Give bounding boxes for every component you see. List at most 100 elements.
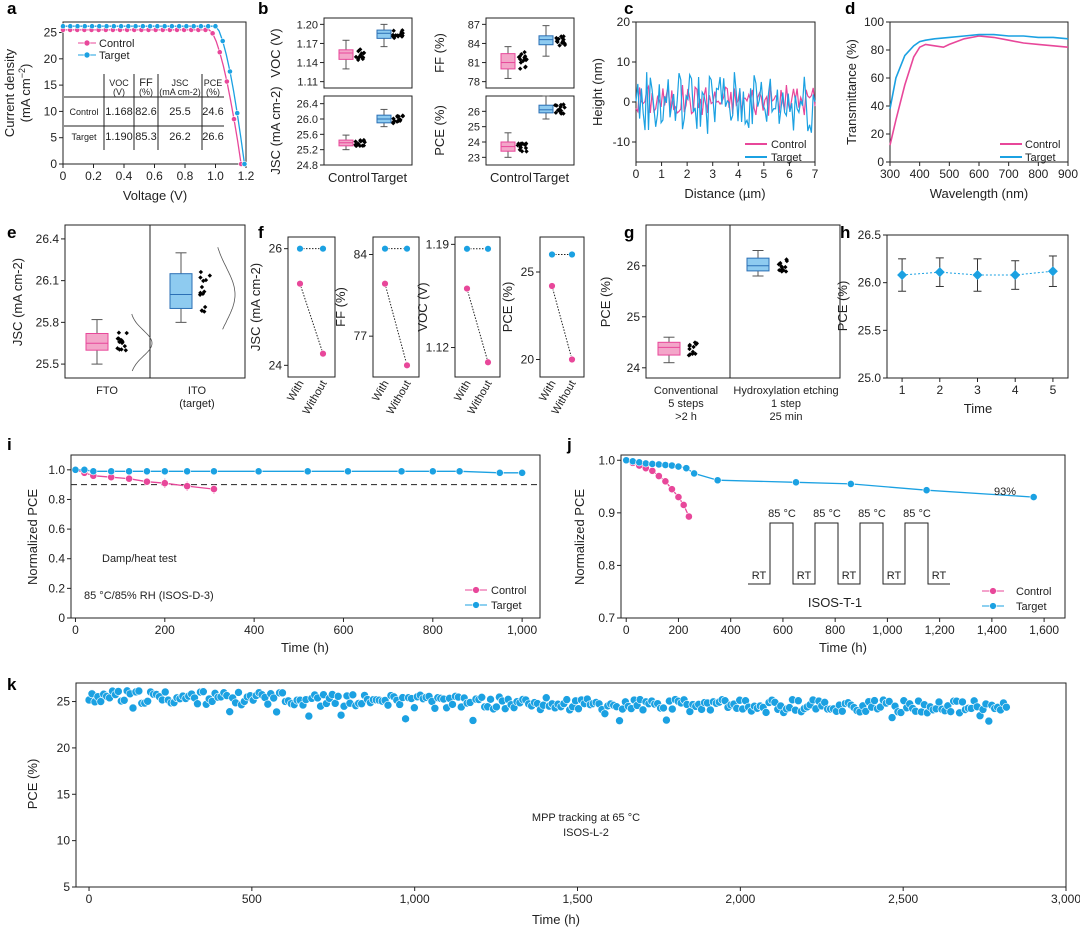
panel-k-point [348,690,358,700]
panel-b-3-ytick-label: 24.8 [297,160,318,172]
panel-e-ytick-label: 26.1 [36,274,60,288]
panel-g-xcat-detail: >2 h [675,411,697,423]
panel-g-etching-point [783,269,789,274]
panel-g-xcat: Hydroxylation etching [733,385,838,397]
panel-i-target-point [107,467,116,476]
panel-e-ito-point [203,277,209,283]
panel-i-xtick-label: 400 [244,623,264,637]
panel-a-target-marker [125,23,132,30]
panel-c-legend-target: Target [771,152,802,164]
panel-b-4-target-point [555,108,561,113]
panel-c-xtick-label: 0 [633,167,640,181]
panel-h-xtick-label: 4 [1012,383,1019,397]
panel-a-target-marker [183,23,190,30]
panel-f-1-ytick-label: 26 [269,242,283,256]
panel-k-point [114,687,123,696]
panel-a-xtick-label: 0 [60,169,67,183]
panel-j-control-point [668,485,676,494]
panel-a-ytick-label: 5 [50,131,57,145]
panel-a-table-header: JSC [171,78,189,88]
panel-f-3-frame [454,236,501,378]
panel-j-target-point [792,478,800,487]
panel-c-label: c [624,0,633,18]
panel-i-ytick-label: 0.2 [48,581,65,595]
panel-f-1-target-point [296,244,304,253]
panel-j-target-point [668,461,676,470]
panel-b-3-ytick-label: 25.6 [297,129,318,141]
panel-h-xlabel: Time [964,401,992,416]
panel-i-control-point [143,477,151,486]
panel-j-target-point [635,458,644,467]
panel-b-4-ytick-label: 24 [468,137,480,149]
panel-b-1-control-point [355,57,361,63]
panel-k-ytick-label: 25 [57,695,71,709]
panel-b-1-control-box [338,49,354,60]
panel-j-xtick-label: 400 [721,623,741,637]
panel-b-2-control-point [522,55,527,60]
panel-j-target-point [661,461,670,469]
panel-f-2-control-point [381,279,389,288]
panel-j-xtick-label: 1,000 [872,623,902,637]
panel-k-point [448,700,457,709]
panel-c-xtick-label: 4 [735,167,742,181]
panel-b-1-ytick-label: 1.11 [297,77,318,89]
panel-h-ytick-label: 26.5 [858,228,882,242]
panel-a-target-marker [147,23,154,30]
panel-k-point [638,705,648,715]
panel-d-ylabel: Transmittance (%) [844,39,859,145]
panel-b-2-target-point [560,35,565,41]
panel-c-target-line [635,72,816,134]
panel-a-target-marker [60,23,66,30]
panel-a-table-cell: 26.6 [202,131,223,143]
panel-k-point [562,695,572,704]
panel-a-xtick-label: 0.2 [85,169,102,183]
panel-e-xcat-ito-note: (target) [179,398,214,410]
panel-f-4-ytick-label: 20 [521,353,535,367]
panel-i-label: i [7,435,12,454]
panel-c-xtick-label: 2 [684,167,691,181]
panel-a-target-marker [132,23,139,30]
panel-f-3-control-link [466,288,489,363]
panel-a-target-marker [67,23,74,30]
panel-f-4-target-point [548,250,556,259]
panel-i-xtick-label: 200 [155,623,175,637]
panel-k-point [278,688,287,698]
panel-k-point [837,706,847,716]
panel-j-cycle-hot-label: 85 °C [813,508,841,520]
panel-j-legend-control: Control [1016,586,1051,598]
panel-a-target-marker [74,23,81,30]
panel-e-fto-point [122,343,128,349]
panel-f-1-control-point [296,279,304,288]
panel-b-4-control-point [519,149,525,154]
panel-e-ito-box [169,273,193,309]
panel-a-target-marker [205,23,212,30]
panel-a-table-header-unit: (V) [113,87,125,97]
panel-a-legend-control: Control [99,38,134,50]
panel-i-target-point [495,468,504,477]
panel-f-1-target-point [319,244,327,253]
panel-k-point [1002,702,1011,712]
panel-c-ytick-label: -10 [613,135,631,149]
panel-i-target-point [183,467,192,476]
panel-f-2-target-point [403,244,411,253]
panel-k-point [870,696,879,705]
panel-j-target-point [922,486,931,495]
panel-k-ytick-label: 5 [63,880,70,894]
panel-j-target-point [1029,493,1038,501]
panel-c-ylabel: Height (nm) [590,58,605,126]
panel-a-table-cell: 82.6 [135,106,156,118]
panel-a-target-marker [190,23,197,30]
panel-h-ytick-label: 25.5 [858,323,882,337]
panel-a-table-header-unit: (mA cm-2) [159,87,201,97]
panel-k-point [794,696,803,706]
panel-b-4-target-point [558,102,564,108]
panel-e-ito-point [198,269,204,275]
panel-e-distribution [217,247,236,330]
panel-k-ylabel: PCE (%) [25,759,40,810]
panel-k-xlabel: Time (h) [532,912,580,927]
panel-d-xtick-label: 600 [969,167,989,181]
panel-e-fto-point [116,330,122,335]
panel-b-4-ytick-label: 26 [468,106,480,118]
panel-d-legend-control: Control [1025,139,1060,151]
panel-f-2-ytick-label: 77 [354,329,368,343]
